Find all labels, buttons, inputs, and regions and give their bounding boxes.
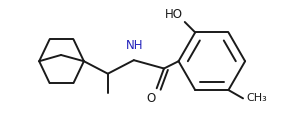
Text: O: O <box>146 92 155 105</box>
Text: NH: NH <box>126 39 144 52</box>
Text: CH₃: CH₃ <box>246 93 267 103</box>
Text: HO: HO <box>165 8 183 21</box>
